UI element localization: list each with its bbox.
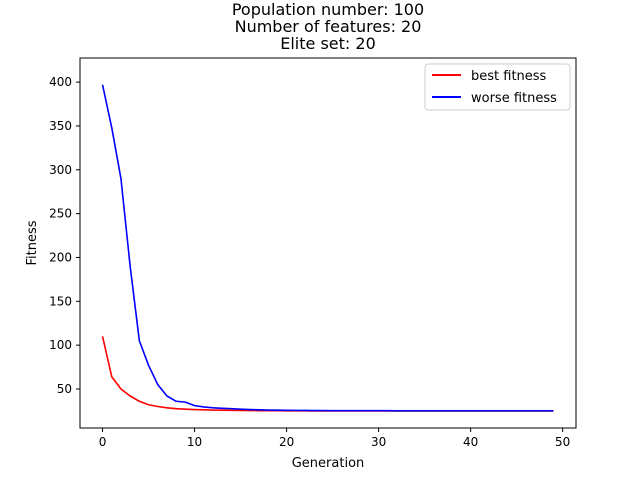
chart-title: Population number: 100 Number of feature… xyxy=(232,0,424,53)
y-axis-label: Fitness xyxy=(25,220,40,265)
legend-label-best-fitness: best fitness xyxy=(471,69,547,84)
y-tick-label: 400 xyxy=(49,75,72,89)
legend-box xyxy=(424,63,571,111)
plot-frame xyxy=(79,57,577,429)
series-line-best-fitness xyxy=(101,336,554,412)
x-axis-label: Generation xyxy=(292,456,365,471)
y-tick-label: 350 xyxy=(49,119,72,133)
x-tick-label: 10 xyxy=(187,435,202,449)
x-axis-ticks: 0 10 20 30 40 50 xyxy=(99,428,570,449)
x-tick-label: 0 xyxy=(99,435,107,449)
x-tick-label: 50 xyxy=(555,435,570,449)
y-tick-label: 50 xyxy=(57,382,72,396)
y-tick-label: 250 xyxy=(49,207,72,221)
y-axis-ticks: 50 100 150 200 250 300 350 400 xyxy=(49,75,80,396)
legend: best fitness worse fitness xyxy=(424,63,571,111)
y-tick-label: 200 xyxy=(49,250,72,264)
series-line-worse-fitness xyxy=(101,84,554,412)
title-line-1: Population number: 100 xyxy=(232,0,424,19)
y-tick-label: 150 xyxy=(49,294,72,308)
y-tick-label: 300 xyxy=(49,163,72,177)
x-tick-label: 40 xyxy=(463,435,478,449)
title-line-3: Elite set: 20 xyxy=(280,34,376,53)
series-layer xyxy=(101,84,554,412)
x-tick-label: 30 xyxy=(371,435,386,449)
y-tick-label: 100 xyxy=(49,338,72,352)
title-line-2: Number of features: 20 xyxy=(235,17,422,36)
legend-label-worse-fitness: worse fitness xyxy=(471,91,557,106)
x-tick-label: 20 xyxy=(279,435,294,449)
